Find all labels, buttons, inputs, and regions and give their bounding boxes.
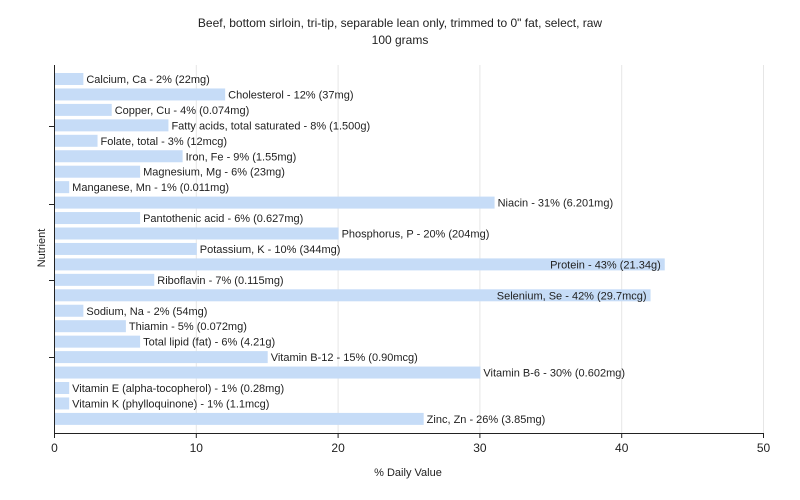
bar	[55, 242, 197, 255]
bar-label: Selenium, Se - 42% (29.7mcg)	[497, 290, 647, 302]
bar	[55, 196, 495, 209]
bar	[55, 150, 183, 163]
bar-label: Vitamin E (alpha-tocopherol) - 1% (0.28m…	[72, 383, 284, 395]
bar	[55, 181, 70, 194]
bar	[55, 382, 70, 394]
bar-label: Riboflavin - 7% (0.115mg)	[157, 275, 283, 287]
bar	[55, 289, 651, 302]
bar-label: Sodium, Na - 2% (54mg)	[86, 306, 207, 318]
bar-label: Phosphorus, P - 20% (204mg)	[342, 229, 490, 241]
bar	[55, 366, 481, 379]
bar	[55, 165, 141, 178]
bar	[55, 73, 84, 85]
bar-label: Manganese, Mn - 1% (0.011mg)	[72, 182, 229, 194]
bar	[55, 335, 141, 348]
bar-label: Magnesium, Mg - 6% (23mg)	[143, 167, 285, 179]
x-axis-label: % Daily Value	[374, 467, 442, 479]
bar-label: Calcium, Ca - 2% (22mg)	[86, 74, 209, 86]
chart-subtitle: 100 grams	[372, 33, 429, 47]
bar	[55, 103, 112, 116]
bar-label: Protein - 43% (21.34g)	[550, 259, 661, 271]
bar-label: Vitamin B-12 - 15% (0.90mcg)	[271, 352, 418, 364]
chart-title: Beef, bottom sirloin, tri-tip, separable…	[198, 16, 603, 30]
bars: Calcium, Ca - 2% (22mg) Cholesterol - 12%…	[55, 73, 665, 426]
x-tick-label: 30	[473, 441, 487, 455]
bar-label: Fatty acids, total saturated - 8% (1.500…	[171, 120, 370, 132]
bar-label: Cholesterol - 12% (37mg)	[228, 89, 353, 101]
bar-label: Thiamin - 5% (0.072mg)	[129, 321, 247, 333]
x-tick-label: 0	[51, 441, 58, 455]
bar	[55, 212, 141, 225]
x-tick-label: 20	[331, 441, 345, 455]
bar-label: Vitamin K (phylloquinone) - 1% (1.1mcg)	[72, 398, 269, 410]
bar-label: Pantothenic acid - 6% (0.627mg)	[143, 213, 303, 225]
x-tick-label: 50	[757, 441, 771, 455]
bar	[55, 320, 126, 333]
bar-label: Iron, Fe - 9% (1.55mg)	[186, 151, 297, 163]
x-tick-label: 40	[615, 441, 629, 455]
bar-label: Potassium, K - 10% (344mg)	[200, 244, 341, 256]
bar-label: Copper, Cu - 4% (0.074mg)	[115, 105, 250, 117]
bar-label: Vitamin B-6 - 30% (0.602mg)	[483, 368, 625, 380]
bar	[55, 351, 268, 364]
bar	[55, 397, 70, 410]
x-tick-label: 10	[190, 441, 204, 455]
bar-label: Total lipid (fat) - 6% (4.21g)	[143, 337, 275, 349]
axes: 0 10 20 30 40 50	[49, 65, 770, 455]
bar	[55, 273, 155, 286]
bar	[55, 412, 424, 425]
y-axis-label: Nutrient	[36, 229, 48, 268]
bar	[55, 304, 84, 317]
bar	[55, 258, 665, 271]
bar	[55, 227, 339, 240]
bar-label: Zinc, Zn - 26% (3.85mg)	[427, 414, 546, 426]
bar	[55, 88, 226, 101]
bar	[55, 134, 98, 147]
bar-label: Niacin - 31% (6.201mg)	[498, 198, 614, 210]
bar	[55, 119, 169, 132]
bar-label: Folate, total - 3% (12mcg)	[101, 136, 228, 148]
